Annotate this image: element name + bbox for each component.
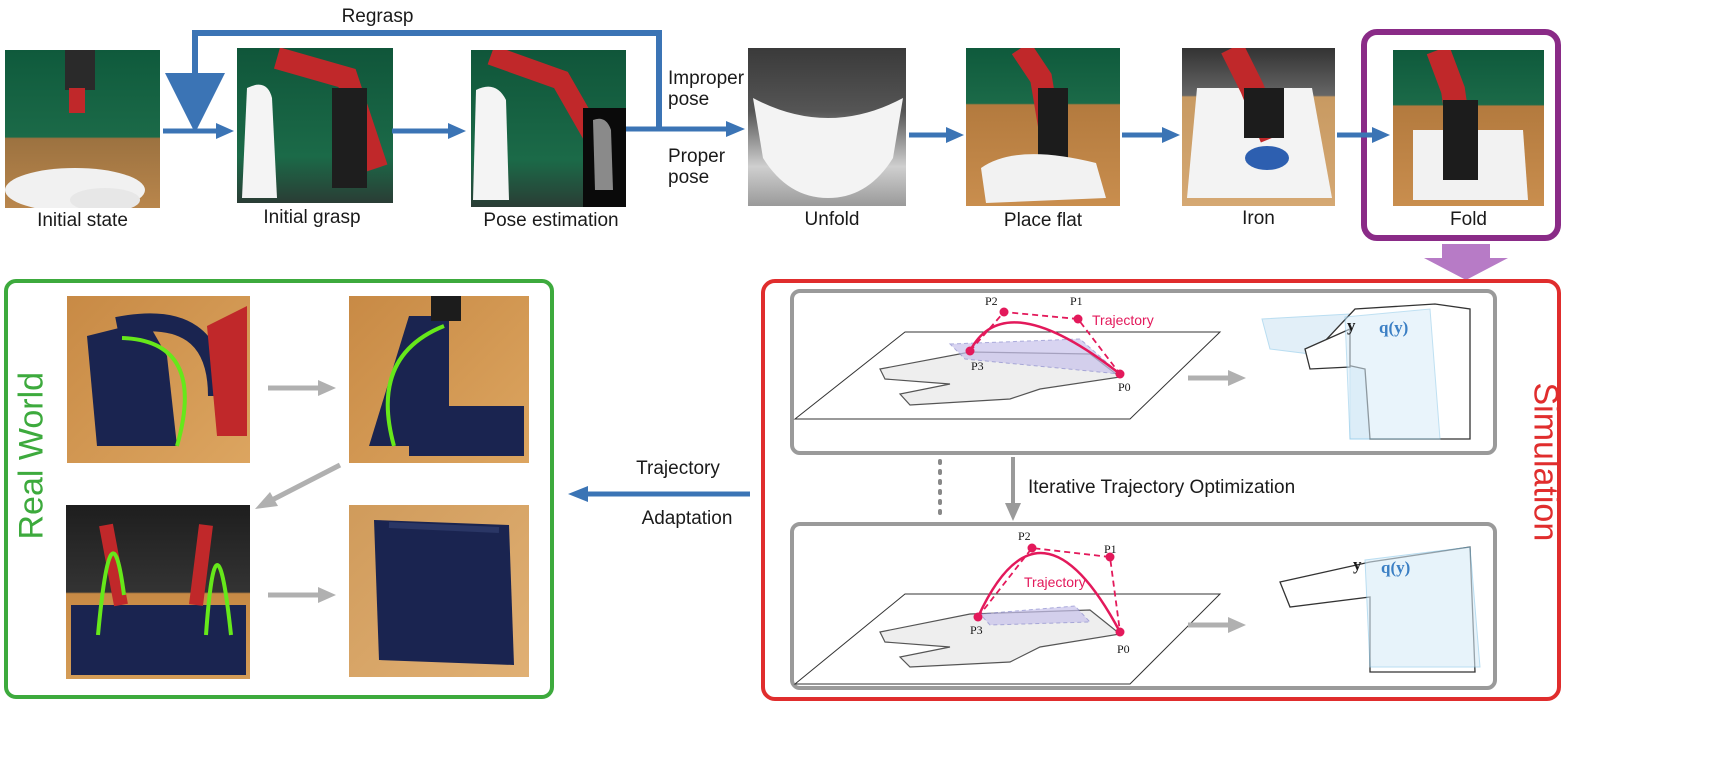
regrasp-arrowhead — [186, 112, 204, 129]
adaptation-arrow — [568, 486, 750, 502]
label-trajectory-adaptation-2: Adaptation — [641, 508, 733, 529]
simulation-bottom-box — [790, 522, 1497, 690]
label-p0-bottom: P0 — [1117, 642, 1130, 656]
label-p2-bottom: P2 — [1018, 529, 1031, 543]
label-p1-top: P1 — [1070, 294, 1083, 308]
real-world-photo-1 — [67, 296, 250, 463]
fold-down-arrow — [1424, 244, 1508, 280]
photo-unfold — [748, 48, 906, 206]
gray-arrow-3 — [318, 587, 336, 603]
label-pose-estimation: Pose estimation — [483, 210, 619, 231]
label-proper-pose: Proper pose — [668, 146, 726, 188]
photo-iron — [1182, 48, 1335, 206]
label-p1-bottom: P1 — [1104, 542, 1117, 556]
simulation-top-scene — [793, 303, 1471, 440]
label-qy-top: q(y) — [1379, 318, 1409, 337]
label-iron: Iron — [1242, 208, 1275, 229]
top-arrows — [163, 30, 1508, 280]
gray-arrow-2 — [255, 492, 278, 509]
trajectory-curve-bottom — [976, 551, 1122, 633]
point-p1-bottom — [1105, 552, 1115, 562]
photo-initial-grasp — [237, 48, 393, 203]
gray-arrow-sim-top — [1228, 370, 1246, 386]
label-initial-state: Initial state — [37, 210, 128, 231]
label-iterative-optimization: Iterative Trajectory Optimization — [1028, 477, 1296, 498]
simulation-title: Simulation — [1526, 382, 1565, 542]
regrasp-arrow — [165, 30, 662, 133]
gray-arrow-sim-bottom — [1228, 617, 1246, 633]
label-trajectory-adaptation-1: Trajectory — [636, 458, 720, 479]
simulation-top-box — [790, 289, 1497, 455]
label-regrasp: Regrasp — [341, 6, 414, 27]
real-world-panel — [4, 279, 554, 699]
label-y-top: y — [1347, 316, 1356, 335]
label-p3-bottom: P3 — [970, 623, 983, 637]
photo-pose-estimation — [471, 50, 626, 207]
label-qy-bottom: q(y) — [1381, 558, 1411, 577]
label-place-flat: Place flat — [1003, 210, 1083, 231]
point-p2 — [999, 307, 1009, 317]
label-p2-top: P2 — [985, 294, 998, 308]
simulated-shirt-bottom — [1279, 546, 1481, 673]
real-world-photo-2 — [349, 296, 529, 463]
point-p0 — [1115, 369, 1125, 379]
real-world-photo-4 — [349, 505, 529, 677]
simulated-shirt-top — [1261, 303, 1471, 440]
label-trajectory-bottom: Trajectory — [1024, 574, 1086, 590]
point-p3 — [965, 346, 975, 356]
photo-fold — [1393, 50, 1544, 206]
point-p2-bottom — [1027, 543, 1037, 553]
trajectory-curve — [968, 321, 1121, 375]
photo-place-flat — [966, 48, 1120, 206]
point-p3-bottom — [973, 612, 983, 622]
label-p3-top: P3 — [971, 359, 984, 373]
label-improper-pose: Improper pose — [668, 68, 745, 110]
label-initial-grasp: Initial grasp — [263, 207, 361, 228]
label-p0-top: P0 — [1118, 380, 1131, 394]
simulation-bottom-scene — [793, 543, 1481, 685]
real-world-photo-3 — [66, 505, 250, 679]
down-arrow-iteration — [1005, 503, 1021, 521]
photo-initial-state — [5, 50, 160, 208]
robot-cloth-illustration — [5, 50, 145, 208]
gray-arrow-1 — [318, 380, 336, 396]
label-unfold: Unfold — [804, 209, 860, 230]
label-y-bottom: y — [1353, 555, 1362, 574]
real-world-arrows — [255, 380, 342, 603]
sim-connectors — [938, 457, 1021, 521]
point-p1 — [1073, 314, 1083, 324]
simulation-panel — [761, 279, 1561, 701]
label-fold: Fold — [1450, 209, 1487, 230]
label-trajectory-top: Trajectory — [1092, 312, 1154, 328]
point-p0-bottom — [1115, 627, 1125, 637]
